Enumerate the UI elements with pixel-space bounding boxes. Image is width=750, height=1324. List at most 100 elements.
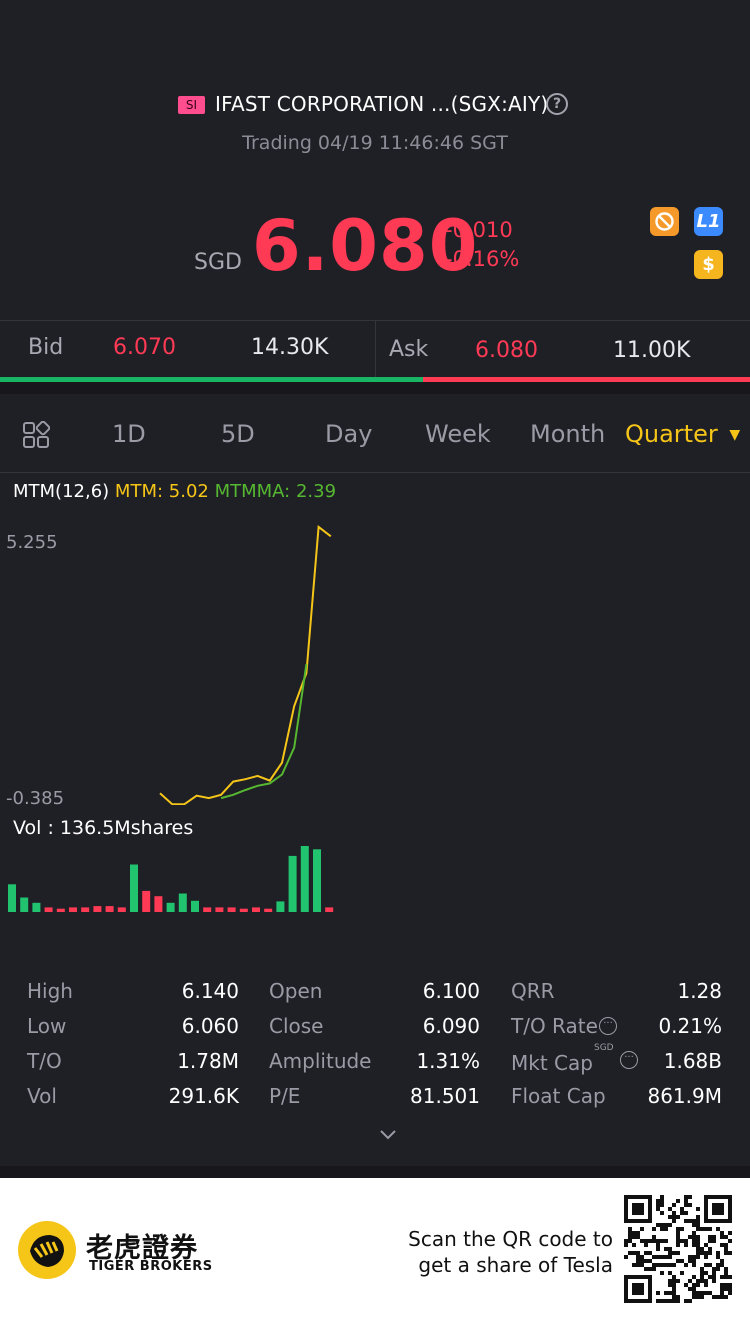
volume-bar: [44, 907, 53, 912]
stat-value: 6.090: [422, 1014, 480, 1038]
volume-bar: [32, 902, 41, 912]
stock-header: [0, 0, 750, 320]
help-icon[interactable]: ?: [546, 93, 568, 115]
change-percent: -0.16%: [445, 247, 520, 271]
trading-status: Trading 04/19 11:46:46 SGT: [242, 132, 508, 154]
volume-bar: [56, 908, 65, 912]
block-icon[interactable]: [650, 207, 679, 236]
tab-5d[interactable]: 5D: [221, 420, 255, 448]
brand-name-cn: 老虎證券: [86, 1233, 198, 1264]
stat-label: Mkt Cap: [511, 1051, 593, 1075]
grid-layout-icon[interactable]: [22, 420, 51, 449]
volume-bar: [227, 907, 236, 912]
bid-price: 6.070: [113, 335, 176, 360]
stat-value: 291.6K: [168, 1084, 239, 1108]
volume-chart[interactable]: [0, 840, 750, 915]
dollar-icon[interactable]: $: [694, 250, 723, 279]
stat-value: 861.9M: [647, 1084, 722, 1108]
mtm-value: MTM: 5.02: [114, 481, 209, 502]
ask-size: 11.00K: [613, 338, 691, 363]
promo-line-2: get a share of Tesla: [418, 1253, 613, 1277]
stock-title[interactable]: IFAST CORPORATION ...(SGX:AIY): [215, 92, 549, 116]
promo-text: Scan the QR code to get a share of Tesla: [398, 1226, 613, 1278]
section-gap: [0, 1166, 750, 1178]
tiger-logo-icon: [18, 1221, 76, 1279]
volume-bar: [300, 846, 309, 912]
volume-bar: [264, 908, 273, 912]
stat-value: 6.100: [422, 979, 480, 1003]
volume-bar: [142, 890, 151, 912]
volume-bar: [178, 893, 187, 912]
volume-bar: [325, 907, 334, 912]
volume-bar: [69, 907, 77, 912]
indicator-legend[interactable]: MTM(12,6) MTM: 5.02 MTMMA: 2.39: [13, 481, 336, 502]
stat-label: T/O: [27, 1049, 62, 1073]
bid-label: Bid: [28, 335, 64, 360]
stat-value: 6.140: [181, 979, 239, 1003]
tab-1d[interactable]: 1D: [112, 420, 146, 448]
volume-label: Vol : 136.5Mshares: [13, 817, 194, 839]
section-gap: [0, 382, 750, 394]
volume-bar: [81, 907, 90, 912]
volume-bar: [93, 906, 102, 912]
stat-label: Amplitude: [269, 1049, 372, 1073]
indicator-name: MTM(12,6): [13, 481, 110, 502]
level1-icon[interactable]: L1: [694, 207, 723, 236]
mtmma-value: MTMMA: 2.39: [214, 481, 337, 502]
last-price: 6.080: [252, 205, 479, 287]
more-info-icon[interactable]: ···: [620, 1051, 638, 1069]
mtm-line: [159, 524, 332, 805]
stat-value: 81.501: [410, 1084, 480, 1108]
stat-label: High: [27, 979, 73, 1003]
volume-bar: [8, 884, 16, 912]
bid-size: 14.30K: [251, 335, 329, 360]
volume-bar: [105, 906, 114, 912]
mtmma-line: [220, 663, 308, 800]
currency-label: SGD: [194, 250, 242, 275]
stat-value: 1.31%: [416, 1049, 480, 1073]
volume-bar: [203, 907, 212, 912]
y-axis-max: 5.255: [6, 532, 58, 553]
stat-label: P/E: [269, 1084, 301, 1108]
mtm-chart[interactable]: [0, 505, 750, 805]
qr-code: [624, 1195, 732, 1303]
tab-quarter-label: Quarter: [625, 420, 718, 448]
stat-value: 6.060: [181, 1014, 239, 1038]
price-change: -0.010 -0.16%: [445, 216, 519, 274]
ask-ratio-bar: [423, 377, 750, 382]
volume-bar: [215, 907, 224, 912]
volume-bar: [117, 907, 126, 912]
volume-bar: [154, 896, 163, 912]
expand-chevron-icon[interactable]: [378, 1128, 398, 1142]
bidask-divider: [375, 320, 376, 377]
stat-label: Open: [269, 979, 323, 1003]
volume-bar: [191, 900, 199, 912]
stat-value: 0.21%: [658, 1014, 722, 1038]
volume-bar: [166, 902, 175, 912]
change-value: -0.010: [445, 218, 513, 242]
tab-week[interactable]: Week: [425, 420, 491, 448]
volume-bar: [288, 855, 297, 912]
market-badge: SI: [178, 96, 205, 114]
chevron-down-icon: ▼: [729, 427, 741, 443]
tab-quarter[interactable]: Quarter ▼: [625, 420, 740, 448]
more-info-icon[interactable]: ···: [599, 1017, 617, 1035]
volume-bar: [239, 908, 248, 912]
ask-price: 6.080: [475, 338, 538, 363]
stat-value: 1.68B: [663, 1049, 722, 1073]
ask-label: Ask: [389, 337, 429, 362]
stat-label: Vol: [27, 1084, 57, 1108]
tab-day[interactable]: Day: [325, 420, 373, 448]
tab-month[interactable]: Month: [530, 420, 606, 448]
stat-value: 1.28: [677, 979, 722, 1003]
stat-value: 1.78M: [177, 1049, 239, 1073]
volume-bar: [252, 907, 260, 912]
bid-ratio-bar: [0, 377, 423, 382]
volume-bar: [313, 849, 321, 912]
stat-label: Close: [269, 1014, 324, 1038]
promo-line-1: Scan the QR code to: [408, 1227, 613, 1251]
divider: [0, 472, 750, 473]
stat-label: QRR: [511, 979, 555, 1003]
volume-bar: [276, 901, 285, 912]
volume-bar: [20, 897, 29, 912]
